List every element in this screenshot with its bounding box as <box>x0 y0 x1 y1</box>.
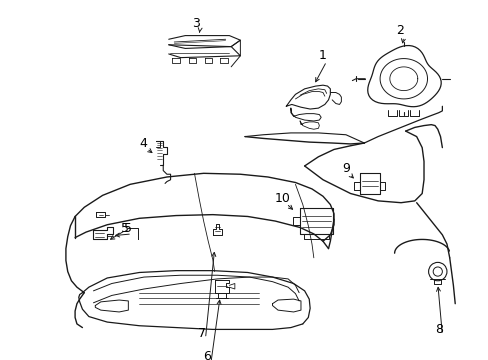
Text: 8: 8 <box>434 323 442 336</box>
Text: 7: 7 <box>198 327 205 339</box>
Text: 1: 1 <box>318 49 326 62</box>
Text: 5: 5 <box>121 222 128 235</box>
Text: 3: 3 <box>192 17 200 30</box>
Text: 6: 6 <box>203 350 211 360</box>
Text: 5: 5 <box>124 222 132 235</box>
Text: 2: 2 <box>395 24 403 37</box>
Text: 10: 10 <box>274 192 290 204</box>
Text: 4: 4 <box>139 136 147 149</box>
Text: 9: 9 <box>341 162 349 175</box>
